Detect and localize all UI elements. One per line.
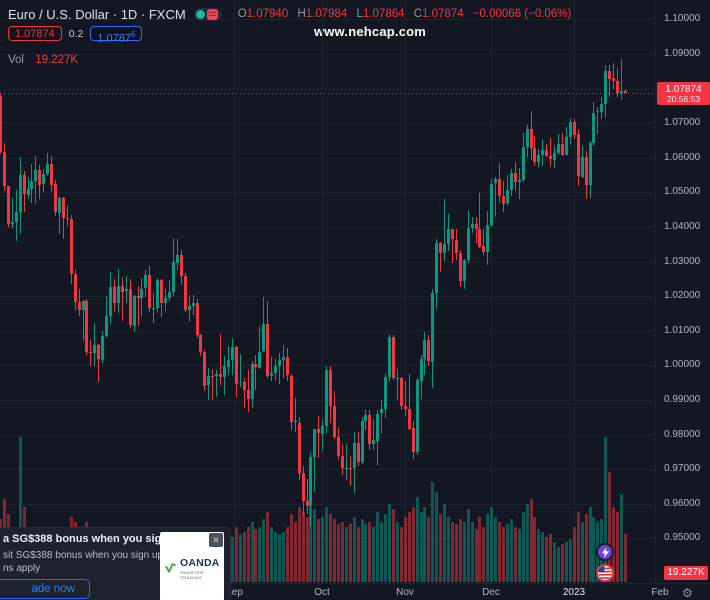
low-value: 1.07864: [362, 8, 405, 20]
time-tick-label: Dec: [482, 587, 500, 598]
high-value: 1.07984: [305, 8, 348, 20]
price-axis[interactable]: 1.07874 20:56:53 19.227K 1.10000 1.09000 1…: [655, 0, 710, 583]
event-badge-us-flag[interactable]: [596, 564, 614, 582]
price-tick-label: 1.04000: [664, 221, 701, 233]
spread-value: 0.2: [68, 27, 84, 40]
oanda-logo: OANDA SMARTER TRADING: [165, 558, 224, 580]
close-value: 1.07874: [422, 8, 464, 20]
source-toggle[interactable]: [193, 7, 222, 21]
ad-banner: a SG$388 bonus when you sign up. sit SG$…: [0, 527, 231, 600]
close-icon[interactable]: ✕: [209, 533, 223, 547]
price-tick-label: 0.96000: [664, 497, 701, 509]
price-tick-label: 1.01000: [664, 324, 701, 336]
open-label: O: [237, 8, 247, 20]
symbol-title[interactable]: Euro / U.S. Dollar · 1D · FXCM: [8, 6, 186, 22]
price-tick-label: 1.05000: [664, 186, 701, 198]
ask-price-button[interactable]: 1.07876: [90, 26, 143, 45]
open-value: 1.07940: [246, 8, 289, 20]
candles-layer: [0, 59, 627, 526]
grid-layer: [0, 0, 654, 583]
price-tick-label: 1.03000: [664, 255, 701, 267]
bid-price-button[interactable]: 1.07874: [8, 26, 62, 41]
oanda-mark-icon: [165, 563, 176, 574]
bar-countdown: 20:56:53: [666, 94, 701, 104]
trade-now-button[interactable]: ade now: [0, 579, 90, 599]
ad-terms: ns apply: [3, 563, 41, 574]
ad-subtitle: sit SG$388 bonus when you sign up.: [3, 550, 166, 561]
price-tick-label: 0.95000: [664, 532, 701, 544]
time-tick-label: Feb: [651, 587, 669, 598]
time-tick-label: Oct: [314, 587, 330, 598]
price-tick-label: 0.98000: [664, 428, 701, 440]
event-badge-lightning[interactable]: [596, 543, 614, 561]
lightning-icon: [601, 546, 609, 558]
gear-icon[interactable]: ⚙: [682, 586, 693, 600]
high-label: H: [297, 8, 306, 20]
ohlc-values: O1.07940 H1.07984 L1.07864 C1.07874 −0.0…: [232, 8, 572, 20]
status-dot-icon: [195, 9, 205, 19]
price-tick-label: 0.99000: [664, 394, 701, 406]
volume-value: 19.227K: [35, 54, 79, 66]
price-tick-label: 1.06000: [664, 151, 701, 163]
time-tick-label: 2023: [562, 587, 586, 598]
oanda-brand: OANDA: [180, 557, 220, 569]
price-tick-label: 1.10000: [664, 13, 701, 25]
time-tick-label: Nov: [396, 587, 414, 598]
close-label: C: [413, 8, 423, 20]
list-icon: [206, 8, 218, 20]
volume-label: Vol: [8, 54, 24, 66]
price-tick-label: 1.09000: [664, 48, 701, 60]
time-tick-label: Sep: [225, 587, 243, 598]
watermark: www.nehcap.com: [313, 24, 427, 39]
change-value: −0.00066 (−0.06%): [472, 8, 572, 20]
us-flag-icon: [598, 566, 612, 580]
current-price-badge: 1.07874 20:56:53: [657, 82, 710, 105]
current-price-value: 1.07874: [665, 84, 702, 95]
volume-axis-badge: 19.227K: [664, 566, 708, 580]
price-tick-label: 1.07000: [664, 117, 701, 129]
legend: Euro / U.S. Dollar · 1D · FXCM O1.07940 …: [8, 6, 571, 66]
oanda-tagline: SMARTER TRADING: [180, 569, 204, 580]
price-tick-label: 1.00000: [664, 359, 701, 371]
low-label: L: [356, 8, 363, 20]
ad-title: a SG$388 bonus when you sign up.: [3, 533, 188, 545]
oanda-card[interactable]: ✕ OANDA SMARTER TRADING: [160, 532, 224, 600]
price-tick-label: 1.02000: [664, 290, 701, 302]
price-tick-label: 0.97000: [664, 463, 701, 475]
